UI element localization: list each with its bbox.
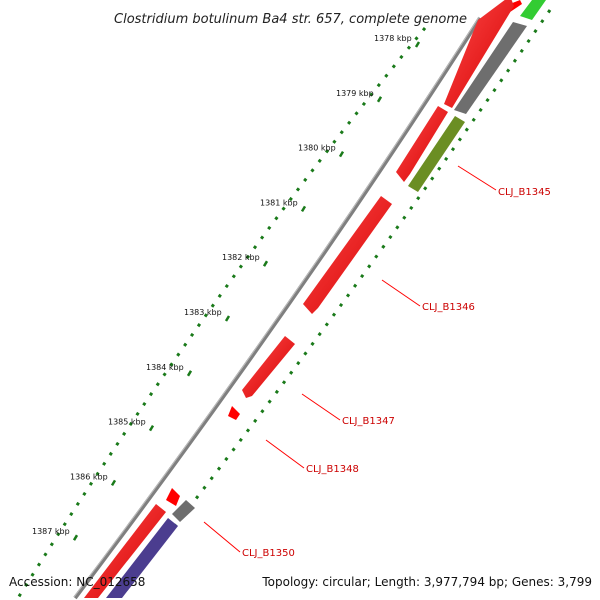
cds-feature-2[interactable] xyxy=(396,106,448,182)
cds-feature-clj-b1347[interactable] xyxy=(242,336,295,398)
tick-label: 1379 kbp xyxy=(336,89,374,98)
inner-tick-ring xyxy=(123,9,552,591)
tick-label: 1386 kbp xyxy=(70,472,108,481)
cds-feature-small[interactable] xyxy=(166,488,180,506)
tick-mark xyxy=(72,534,79,541)
green-feature-clj-b1345[interactable] xyxy=(408,116,465,192)
cds-feature-clj-b1348[interactable] xyxy=(228,406,240,420)
purple-feature[interactable] xyxy=(106,518,178,598)
gene-label-clj-b1345[interactable]: CLJ_B1345 xyxy=(498,187,551,198)
accession-label: Accession: NC_012658 xyxy=(9,575,145,589)
tick-label: 1385 kbp xyxy=(108,418,146,427)
tick-label: 1384 kbp xyxy=(146,363,184,372)
gene-label-clj-b1347[interactable]: CLJ_B1347 xyxy=(342,416,395,427)
tick-label: 1387 kbp xyxy=(32,527,70,536)
backbone xyxy=(73,16,482,600)
outer-tick-ring xyxy=(16,27,427,599)
tick-label: 1378 kbp xyxy=(374,34,412,43)
tick-mark xyxy=(262,260,269,267)
genome-summary: Topology: circular; Length: 3,977,794 bp… xyxy=(261,575,592,589)
tick-label: 1383 kbp xyxy=(184,308,222,317)
gene-label-clj-b1346[interactable]: CLJ_B1346 xyxy=(422,302,475,313)
cds-feature-clj-b1346[interactable] xyxy=(303,196,392,314)
gene-label-lines xyxy=(203,165,497,553)
tick-mark xyxy=(376,96,383,103)
gray-feature-clj-b1350[interactable] xyxy=(172,500,195,522)
gene-labels: CLJ_B1345 CLJ_B1346 CLJ_B1347 CLJ_B1348 … xyxy=(242,187,551,559)
tick-label: 1382 kbp xyxy=(222,253,260,262)
green-feature-top[interactable] xyxy=(520,0,546,20)
tick-labels: 1378 kbp 1379 kbp 1380 kbp 1381 kbp 1382 kbp… xyxy=(32,34,421,541)
tick-mark xyxy=(148,424,155,432)
tick-label: 1381 kbp xyxy=(260,198,298,207)
tick-mark xyxy=(414,41,421,48)
tick-mark xyxy=(186,370,193,377)
gene-label-clj-b1348[interactable]: CLJ_B1348 xyxy=(306,464,359,475)
tick-label: 1380 kbp xyxy=(298,144,336,153)
gray-feature[interactable] xyxy=(454,22,527,114)
tick-mark xyxy=(110,479,117,487)
cds-feature-1[interactable] xyxy=(444,0,514,108)
tick-mark xyxy=(224,315,231,322)
tick-mark xyxy=(300,205,307,213)
gene-label-clj-b1350[interactable]: CLJ_B1350 xyxy=(242,548,295,559)
features xyxy=(84,0,546,598)
cds-feature-bottom[interactable] xyxy=(84,504,166,598)
tick-mark xyxy=(338,150,345,158)
map-title: Clostridium botulinum Ba4 str. 657, comp… xyxy=(114,12,467,27)
